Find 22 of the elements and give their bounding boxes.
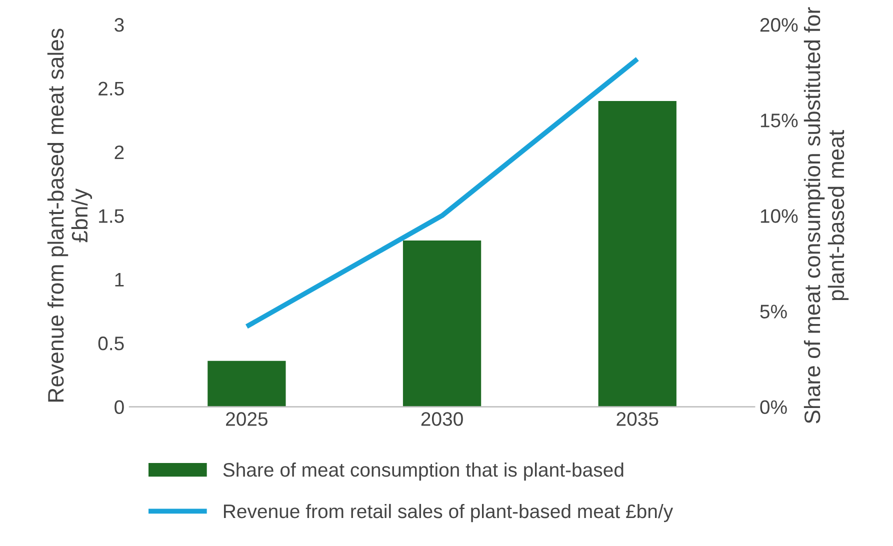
y2-tick-label: 0% xyxy=(760,400,787,414)
bar xyxy=(402,240,482,407)
legend-label: Revenue from retail sales of plant-based meat £bn/y xyxy=(224,504,674,522)
y-tick-label: 1 xyxy=(115,273,124,286)
y-tick-label: 2.5 xyxy=(98,82,124,96)
y-axis-title: Revenue from plant-based meat sales £bn/y xyxy=(47,28,92,402)
x-tick-label: 2030 xyxy=(421,412,463,426)
x-tick-label: 2035 xyxy=(616,412,658,426)
y-tick-label: 0 xyxy=(114,400,124,414)
y2-tick-label: 5% xyxy=(760,304,787,318)
y-tick-label: 0.5 xyxy=(98,336,124,350)
y2-tick-label: 15% xyxy=(760,114,798,128)
y-tick-label: 3 xyxy=(114,18,124,32)
y-tick-label: 1.5 xyxy=(99,209,124,223)
bar xyxy=(208,360,286,407)
x-tick-label: 2025 xyxy=(226,412,268,426)
y2-tick-label: 20% xyxy=(760,18,798,32)
legend-label: Share of meat consumption that is plant-based xyxy=(223,462,624,481)
y-tick-label: 2 xyxy=(114,145,124,160)
bar xyxy=(598,101,676,407)
y2-axis-title: Share of meat consumption substituted for plant-based meat xyxy=(804,7,849,424)
y2-tick-label: 10% xyxy=(760,209,798,223)
